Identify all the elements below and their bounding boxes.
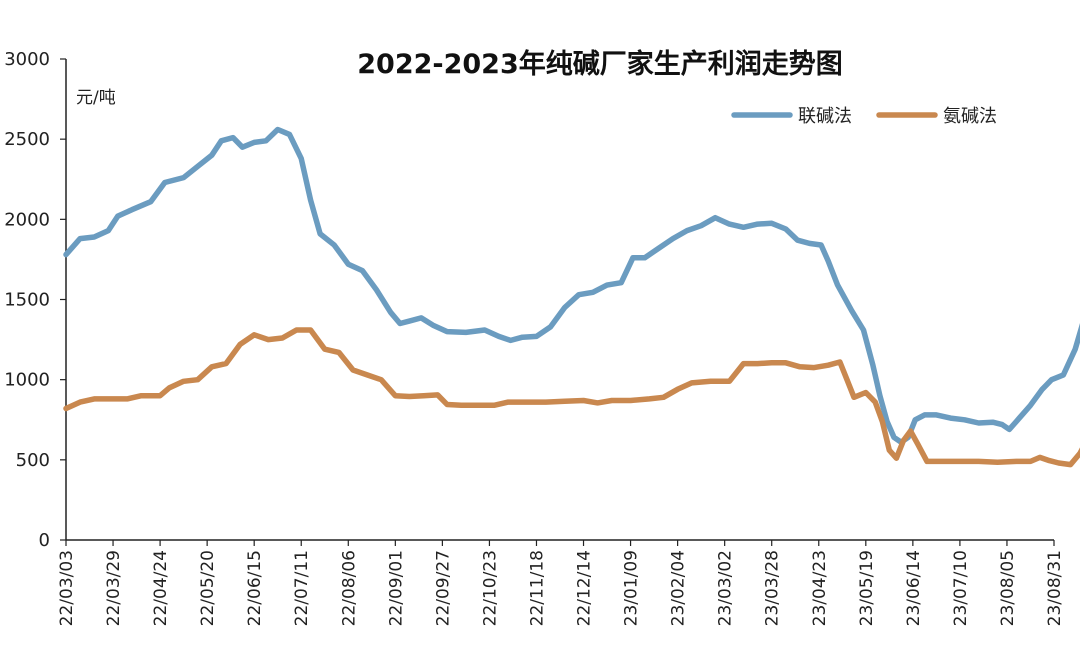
x-tick-label: 23/03/02	[716, 550, 736, 626]
y-tick-label: 3000	[4, 49, 50, 70]
series-layer	[63, 126, 1080, 468]
y-tick-label: 0	[39, 530, 50, 551]
y-tick-label: 2500	[4, 129, 50, 150]
y-tick-label: 1500	[4, 290, 50, 311]
legend-label-1: 联碱法	[798, 106, 852, 127]
x-tick-label: 23/08/31	[1045, 550, 1065, 626]
x-tick-label: 22/11/18	[527, 550, 547, 626]
x-tick-label: 23/02/04	[669, 550, 689, 626]
x-tick-label: 23/03/28	[763, 550, 783, 626]
x-tick-label: 23/08/05	[998, 550, 1018, 626]
x-tick-label: 22/03/03	[57, 550, 77, 626]
x-tick-label: 23/05/19	[857, 550, 877, 626]
x-tick-label: 23/01/09	[622, 550, 642, 626]
x-tick-label: 22/03/29	[104, 550, 124, 626]
chart-title: 2022-2023年纯碱厂家生产利润走势图	[357, 48, 843, 80]
x-tick-label: 22/07/11	[292, 550, 312, 626]
legend-label-2: 氨碱法	[943, 106, 997, 127]
x-tick-label: 23/04/23	[810, 550, 830, 626]
x-tick-label: 22/09/27	[433, 550, 453, 626]
x-tick-label: 22/09/01	[386, 550, 406, 626]
y-tick-label: 1000	[4, 370, 50, 391]
legend: 联碱法 氨碱法	[731, 106, 997, 127]
series-line-2	[63, 327, 1080, 468]
x-tick-label: 22/04/24	[151, 550, 171, 626]
y-axis-unit-label: 元/吨	[76, 88, 116, 108]
y-tick-label: 500	[16, 450, 50, 471]
series-line-1	[63, 126, 1080, 445]
x-tick-label: 22/05/20	[198, 550, 218, 626]
y-tick-label: 2000	[4, 209, 50, 230]
x-tick-label: 22/06/15	[245, 550, 265, 626]
x-tick-label: 22/12/14	[575, 550, 595, 626]
x-tick-label: 23/07/10	[951, 550, 971, 626]
x-tick-label: 23/06/14	[904, 550, 924, 626]
x-tick-label: 22/10/23	[480, 550, 500, 626]
axes: 0 500 1000 1500 2000 2500 3000 22/03/03 22/03/29…	[4, 49, 1065, 626]
x-tick-label: 22/08/06	[339, 550, 359, 626]
